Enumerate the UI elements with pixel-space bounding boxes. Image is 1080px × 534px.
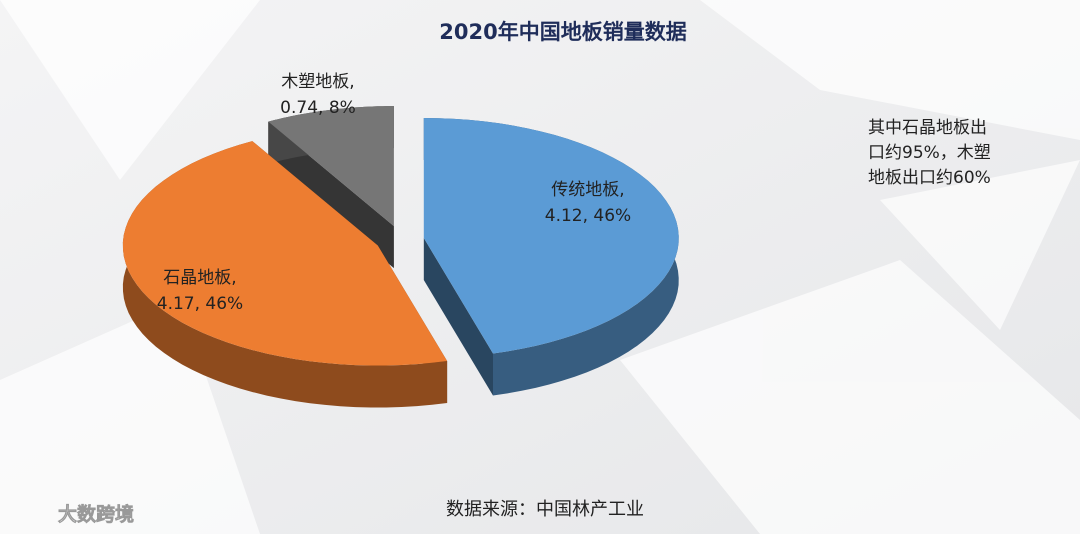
slice-label: 石晶地板, [163,268,236,288]
note-line: 其中石晶地板出 [868,118,987,138]
slice-side [268,121,394,269]
slice-top [122,141,448,366]
slice-wall [122,141,448,408]
slice-label: 木塑地板, [281,72,354,92]
slice-top [268,106,394,227]
slice [122,141,448,408]
value-label: 4.17, 46% [157,294,243,314]
note-line: 地板出口约60% [868,168,991,188]
value-label: 4.12, 46% [545,206,631,226]
watermark: 大数跨境 [58,503,134,526]
slice [423,118,679,396]
note-line: 口约95%，木塑 [868,143,991,163]
pie [122,106,679,408]
slice-top [423,118,679,354]
chart-title: 2020年中国地板销量数据 [439,20,686,44]
slice-label: 传统地板, [551,180,624,200]
slice-side [423,238,493,396]
slice [268,106,394,269]
source: 数据来源：中国林产工业 [446,499,644,520]
value-label: 0.74, 8% [280,98,356,118]
